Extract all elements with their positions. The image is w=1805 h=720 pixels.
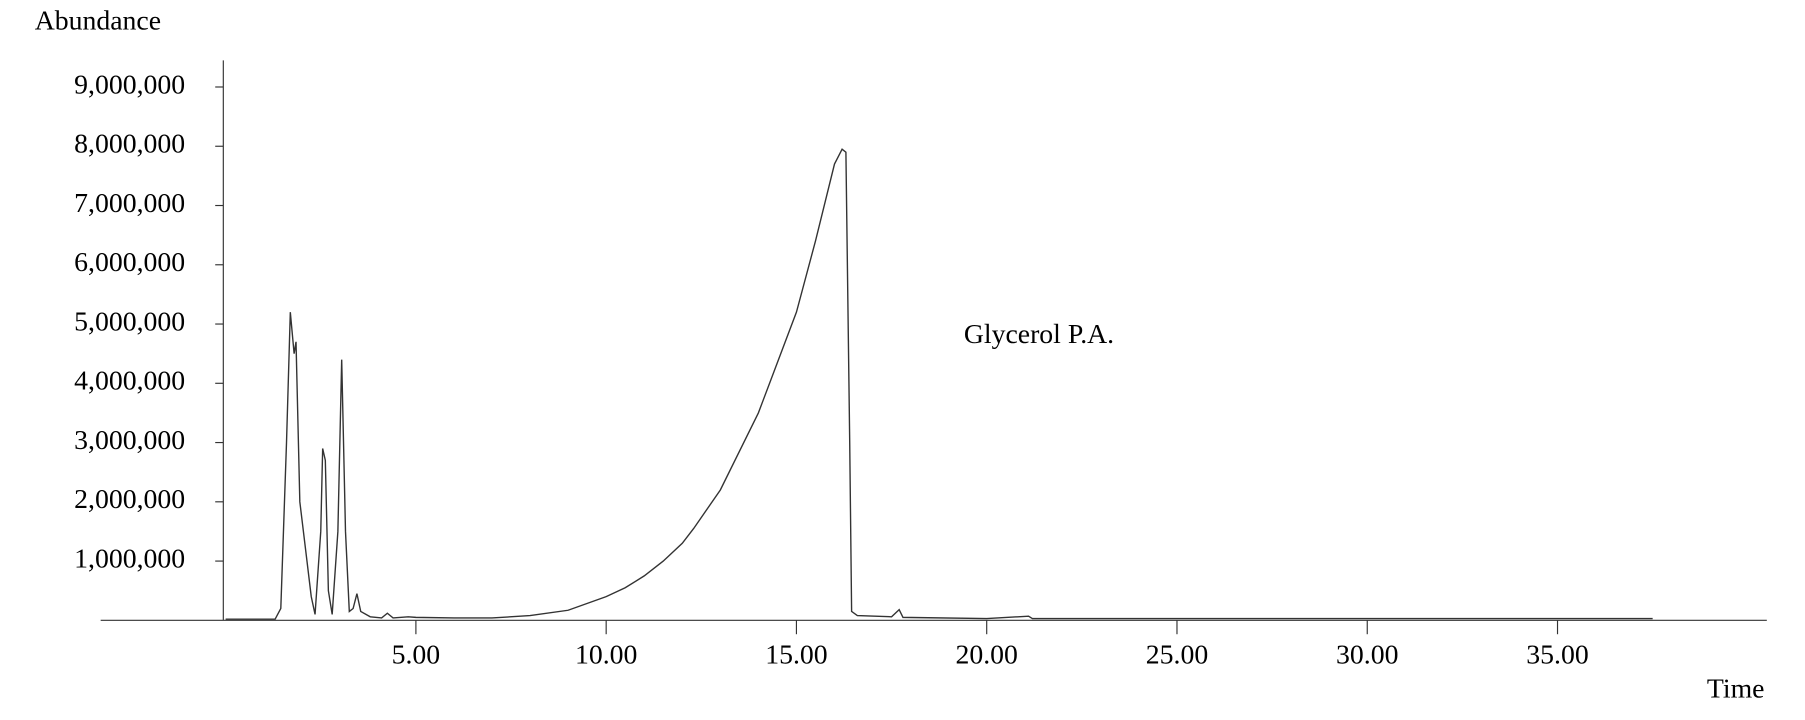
y-tick-label: 3,000,000 bbox=[74, 425, 185, 456]
annotation: Glycerol P.A. bbox=[964, 319, 1114, 350]
y-tick-label: 5,000,000 bbox=[74, 306, 185, 337]
x-tick-label: 10.00 bbox=[575, 640, 637, 671]
trace bbox=[225, 148, 1653, 620]
x-tick-label: 30.00 bbox=[1336, 640, 1398, 671]
y-tick-label: 4,000,000 bbox=[74, 366, 185, 397]
x-axis-title: Time bbox=[1707, 673, 1765, 704]
y-tick-label: 2,000,000 bbox=[74, 484, 185, 515]
y-tick-label: 7,000,000 bbox=[74, 188, 185, 219]
x-tick-label: 5.00 bbox=[392, 640, 441, 671]
y-tick-label: 1,000,000 bbox=[74, 543, 185, 574]
y-tick-label: 8,000,000 bbox=[74, 129, 185, 160]
x-tick-label: 25.00 bbox=[1146, 640, 1208, 671]
y-axis-title: Abundance bbox=[35, 6, 161, 37]
y-tick-label: 6,000,000 bbox=[74, 247, 185, 278]
x-tick-label: 35.00 bbox=[1526, 640, 1588, 671]
x-tick-label: 20.00 bbox=[955, 640, 1017, 671]
x-tick-label: 15.00 bbox=[765, 640, 827, 671]
y-tick-label: 9,000,000 bbox=[74, 69, 185, 100]
